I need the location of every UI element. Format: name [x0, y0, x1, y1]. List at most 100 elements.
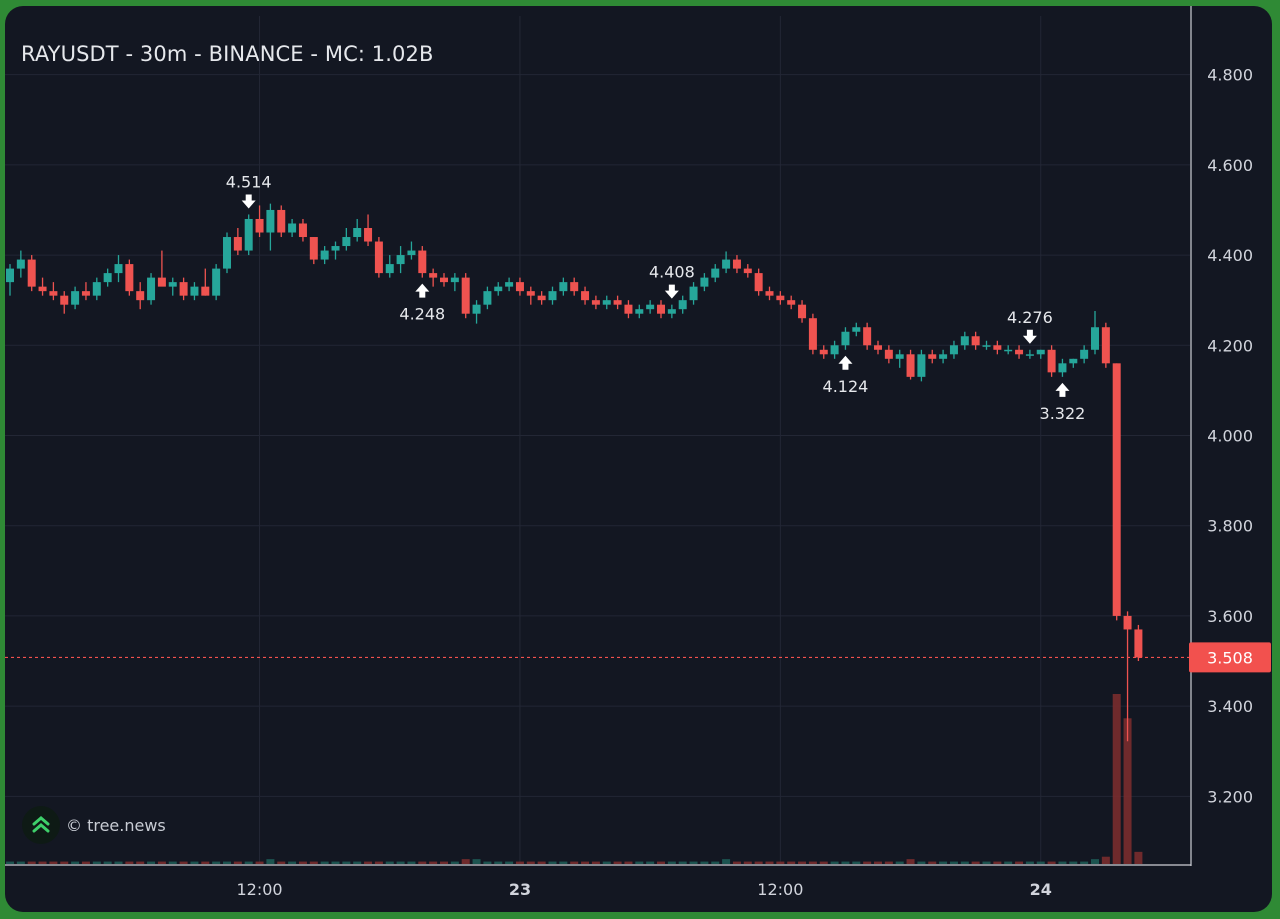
volume-bar	[689, 861, 698, 864]
candle-body	[385, 264, 394, 274]
volume-bar	[103, 861, 112, 864]
volume-bar	[81, 861, 90, 864]
volume-bar	[6, 861, 14, 864]
volume-bar	[114, 861, 123, 864]
candle-body	[515, 282, 524, 292]
volume-bar	[407, 861, 416, 864]
volume-bar	[830, 861, 839, 864]
candle-body	[667, 309, 676, 314]
candle-body	[559, 282, 568, 292]
y-tick-label: 4.200	[1207, 336, 1253, 355]
x-tick-label: 12:00	[757, 880, 803, 899]
candle-body	[895, 354, 904, 359]
candle-body	[342, 237, 351, 247]
candle-body	[602, 300, 611, 305]
arrow-up-icon	[415, 283, 430, 298]
volume-bar	[808, 861, 817, 864]
volume-bar	[320, 861, 329, 864]
candle-body	[6, 268, 14, 283]
volume-bar	[1069, 861, 1078, 864]
volume-bar	[255, 861, 264, 864]
candle-body	[787, 300, 796, 305]
candle-body	[1123, 615, 1132, 630]
candle-body	[461, 277, 470, 314]
volume-bar	[429, 861, 438, 864]
volume-bar	[364, 861, 373, 864]
arrow-up-icon	[838, 355, 853, 370]
candle-body	[407, 250, 416, 256]
candle-body	[581, 291, 590, 301]
candle-body	[765, 291, 774, 296]
low-annotation: 3.322	[1040, 382, 1085, 423]
volume-bar	[1134, 851, 1143, 864]
candle-body	[678, 300, 687, 310]
candle-body	[136, 291, 145, 301]
volume-bar	[776, 861, 785, 864]
volume-bar	[1047, 861, 1056, 864]
candlestick-chart[interactable]: 4.800 4.600 4.400 4.200 4.000 3.800 3.600 3.400…	[5, 6, 1272, 912]
volume-bar	[526, 861, 535, 864]
candle-body	[125, 264, 134, 292]
annotation-label: 4.248	[399, 305, 445, 324]
candle-body	[808, 318, 817, 350]
candle-body	[27, 259, 36, 287]
candle-body	[1101, 327, 1110, 364]
volume-bar	[537, 861, 546, 864]
candle-body	[266, 209, 275, 233]
candle-body	[722, 259, 731, 269]
volume-bar	[385, 861, 394, 864]
candle-body	[646, 304, 655, 310]
volume-bar	[179, 861, 188, 864]
volume-bar	[928, 861, 937, 864]
candle-body	[526, 291, 535, 296]
candle-body	[244, 218, 253, 251]
candle-body	[1015, 349, 1024, 355]
volume-bar	[646, 861, 655, 864]
volume-bar	[852, 861, 861, 864]
volume-bar	[765, 861, 774, 864]
candle-body	[168, 282, 177, 287]
volume-bar	[147, 861, 156, 864]
volume-bar	[559, 861, 568, 864]
candle-body	[743, 268, 752, 274]
candle-body	[700, 277, 709, 287]
volume-bar	[841, 861, 850, 864]
volume-bar	[418, 861, 427, 864]
candle-body	[374, 241, 383, 274]
y-tick-label: 3.400	[1207, 697, 1253, 716]
annotation-label: 4.124	[823, 377, 869, 396]
volume-bar	[483, 861, 492, 864]
candle-body	[819, 349, 828, 355]
volume-bar	[743, 861, 752, 864]
volume-bar	[591, 861, 600, 864]
chart-frame: RAYUSDT - 30m - BINANCE - MC: 1.02B 4.80…	[5, 6, 1272, 912]
candle-body	[906, 354, 915, 377]
volume-bar	[342, 861, 351, 864]
volume-bar	[657, 861, 665, 864]
candle-body	[1025, 354, 1034, 356]
candle-body	[993, 345, 1002, 350]
candle-body	[548, 291, 557, 301]
candle-body	[874, 345, 882, 350]
volume-bar	[49, 861, 58, 864]
candle-body	[81, 291, 90, 296]
candle-body	[331, 246, 340, 251]
volume-bar	[125, 861, 134, 864]
volume-bar	[1101, 856, 1110, 864]
volume-bar	[624, 861, 633, 864]
volume-bar	[27, 861, 36, 864]
candle-body	[157, 277, 166, 287]
chart-title: RAYUSDT - 30m - BINANCE - MC: 1.02B	[21, 42, 434, 66]
volume-bar	[754, 861, 763, 864]
volume-bar	[722, 859, 731, 864]
x-tick-label: 23	[509, 880, 531, 899]
candle-body	[1004, 349, 1013, 352]
volume-bar	[71, 861, 80, 864]
candle-body	[928, 354, 937, 359]
volume-bar	[157, 861, 166, 864]
candle-body	[494, 286, 503, 292]
volume-bar	[960, 861, 969, 864]
candle-body	[49, 291, 58, 296]
volume-bar	[212, 861, 221, 864]
volume-bar	[201, 861, 210, 864]
